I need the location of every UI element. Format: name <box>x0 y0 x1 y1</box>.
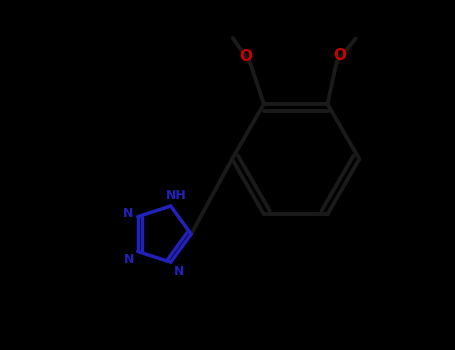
Text: O: O <box>334 48 347 63</box>
Text: N: N <box>123 253 134 266</box>
Text: N: N <box>122 206 133 219</box>
Text: N: N <box>174 265 184 278</box>
Text: O: O <box>239 49 252 64</box>
Text: NH: NH <box>166 189 187 203</box>
